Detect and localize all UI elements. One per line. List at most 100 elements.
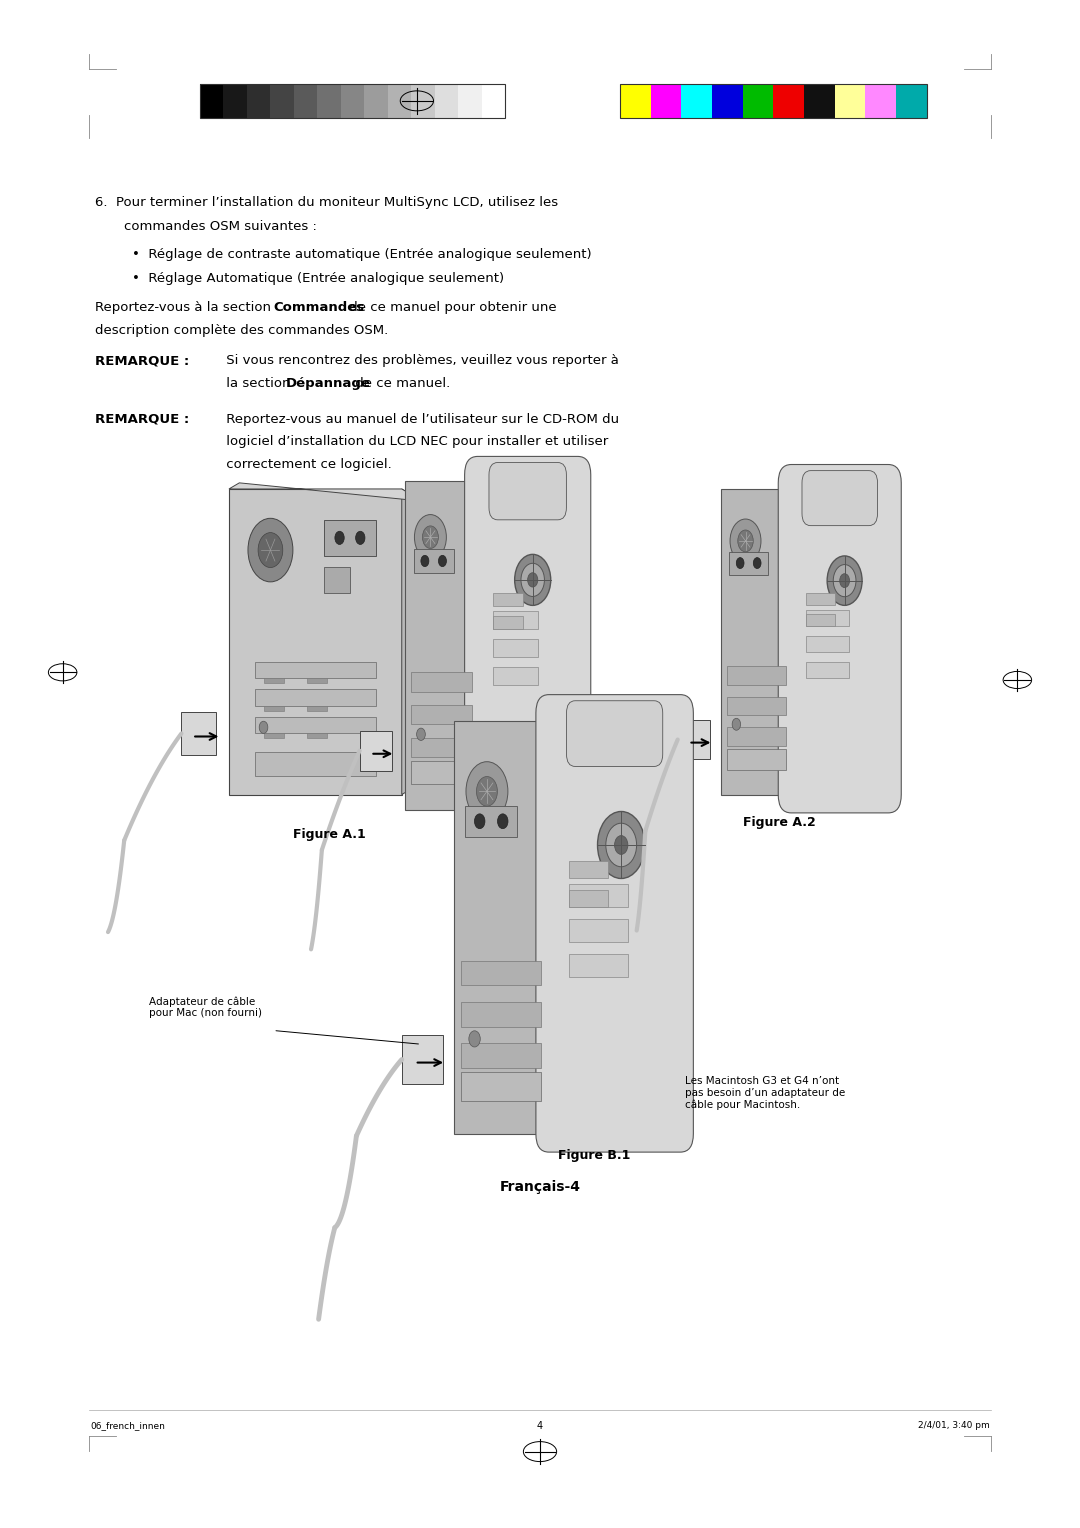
- Text: REMARQUE :: REMARQUE :: [95, 413, 189, 426]
- Bar: [255, 689, 376, 706]
- Text: 2/4/01, 3:40 pm: 2/4/01, 3:40 pm: [918, 1421, 989, 1430]
- Bar: [568, 955, 627, 976]
- Bar: [200, 84, 505, 118]
- Text: de ce manuel.: de ce manuel.: [351, 377, 450, 391]
- Bar: [414, 549, 454, 573]
- FancyBboxPatch shape: [567, 701, 663, 767]
- Polygon shape: [181, 712, 216, 755]
- Text: Figure A.2: Figure A.2: [743, 816, 816, 830]
- Bar: [806, 593, 835, 605]
- Bar: [324, 520, 376, 556]
- Circle shape: [258, 533, 283, 567]
- Bar: [727, 697, 785, 715]
- Circle shape: [597, 811, 645, 879]
- Circle shape: [498, 814, 508, 828]
- Bar: [681, 84, 712, 118]
- Bar: [341, 84, 364, 118]
- Text: Si vous rencontrez des problèmes, veuillez vous reporter à: Si vous rencontrez des problèmes, veuill…: [222, 354, 619, 368]
- Text: Figure B.1: Figure B.1: [557, 1149, 631, 1163]
- Bar: [405, 481, 477, 810]
- Bar: [865, 84, 896, 118]
- Text: Dépannage: Dépannage: [286, 377, 372, 391]
- Bar: [255, 752, 376, 776]
- Bar: [410, 672, 472, 692]
- Circle shape: [476, 776, 498, 807]
- Bar: [806, 614, 835, 626]
- Bar: [835, 84, 865, 118]
- Text: Adaptateur de câble
pour Mac (non fourni): Adaptateur de câble pour Mac (non fourni…: [149, 996, 262, 1018]
- Circle shape: [827, 556, 862, 605]
- Circle shape: [521, 564, 544, 596]
- Polygon shape: [402, 1034, 443, 1083]
- Text: Reportez-vous à la section: Reportez-vous à la section: [95, 301, 275, 315]
- Polygon shape: [402, 489, 422, 795]
- Text: Français-4: Français-4: [499, 1180, 581, 1193]
- Bar: [264, 706, 284, 711]
- Text: Reportez-vous au manuel de l’utilisateur sur le CD-ROM du: Reportez-vous au manuel de l’utilisateur…: [222, 413, 620, 426]
- Circle shape: [615, 836, 627, 854]
- Circle shape: [754, 558, 761, 568]
- FancyBboxPatch shape: [802, 471, 878, 526]
- Circle shape: [355, 532, 365, 544]
- Text: REMARQUE :: REMARQUE :: [95, 354, 189, 368]
- Text: de ce manuel pour obtenir une: de ce manuel pour obtenir une: [345, 301, 556, 315]
- Bar: [410, 738, 472, 758]
- Bar: [492, 616, 523, 630]
- Bar: [461, 1073, 541, 1100]
- Bar: [324, 567, 350, 593]
- Circle shape: [474, 814, 485, 828]
- Bar: [388, 84, 411, 118]
- Bar: [255, 662, 376, 678]
- Polygon shape: [678, 720, 711, 759]
- Bar: [721, 489, 792, 795]
- Circle shape: [415, 515, 446, 559]
- Bar: [568, 862, 608, 879]
- Text: la section: la section: [222, 377, 295, 391]
- Bar: [568, 920, 627, 941]
- Polygon shape: [229, 483, 422, 501]
- Bar: [650, 84, 681, 118]
- FancyBboxPatch shape: [536, 695, 693, 1152]
- FancyBboxPatch shape: [464, 457, 591, 828]
- Bar: [458, 84, 482, 118]
- Circle shape: [738, 530, 753, 552]
- Bar: [255, 717, 376, 733]
- Bar: [727, 749, 785, 770]
- Bar: [294, 84, 318, 118]
- Circle shape: [834, 564, 856, 597]
- Bar: [492, 593, 523, 607]
- Bar: [435, 84, 458, 118]
- Text: Figure A.1: Figure A.1: [293, 828, 366, 842]
- Bar: [410, 761, 472, 784]
- Bar: [729, 552, 768, 575]
- Text: 06_french_innen: 06_french_innen: [91, 1421, 165, 1430]
- Bar: [411, 84, 435, 118]
- Bar: [492, 611, 538, 630]
- Circle shape: [732, 718, 741, 730]
- Circle shape: [417, 729, 426, 741]
- Bar: [454, 721, 549, 1134]
- Bar: [461, 1044, 541, 1068]
- Bar: [620, 84, 650, 118]
- Text: •  Réglage Automatique (Entrée analogique seulement): • Réglage Automatique (Entrée analogique…: [132, 272, 504, 286]
- Bar: [806, 662, 850, 678]
- Text: commandes OSM suivantes :: commandes OSM suivantes :: [124, 220, 318, 234]
- FancyBboxPatch shape: [489, 463, 566, 520]
- Bar: [307, 733, 327, 738]
- Circle shape: [469, 1031, 481, 1047]
- Text: logiciel d’installation du LCD NEC pour installer et utiliser: logiciel d’installation du LCD NEC pour …: [222, 435, 609, 449]
- Bar: [620, 84, 927, 118]
- Circle shape: [421, 555, 429, 567]
- Bar: [482, 84, 505, 118]
- Text: 4: 4: [537, 1421, 543, 1430]
- Bar: [307, 706, 327, 711]
- Circle shape: [515, 555, 551, 605]
- Bar: [568, 891, 608, 906]
- Bar: [465, 805, 517, 837]
- Text: Les Macintosh G3 et G4 n’ont
pas besoin d’un adaptateur de
câble pour Macintosh.: Les Macintosh G3 et G4 n’ont pas besoin …: [685, 1076, 846, 1109]
- Bar: [247, 84, 270, 118]
- Circle shape: [528, 573, 538, 587]
- Bar: [229, 489, 402, 795]
- Bar: [318, 84, 341, 118]
- Text: description complète des commandes OSM.: description complète des commandes OSM.: [95, 324, 389, 338]
